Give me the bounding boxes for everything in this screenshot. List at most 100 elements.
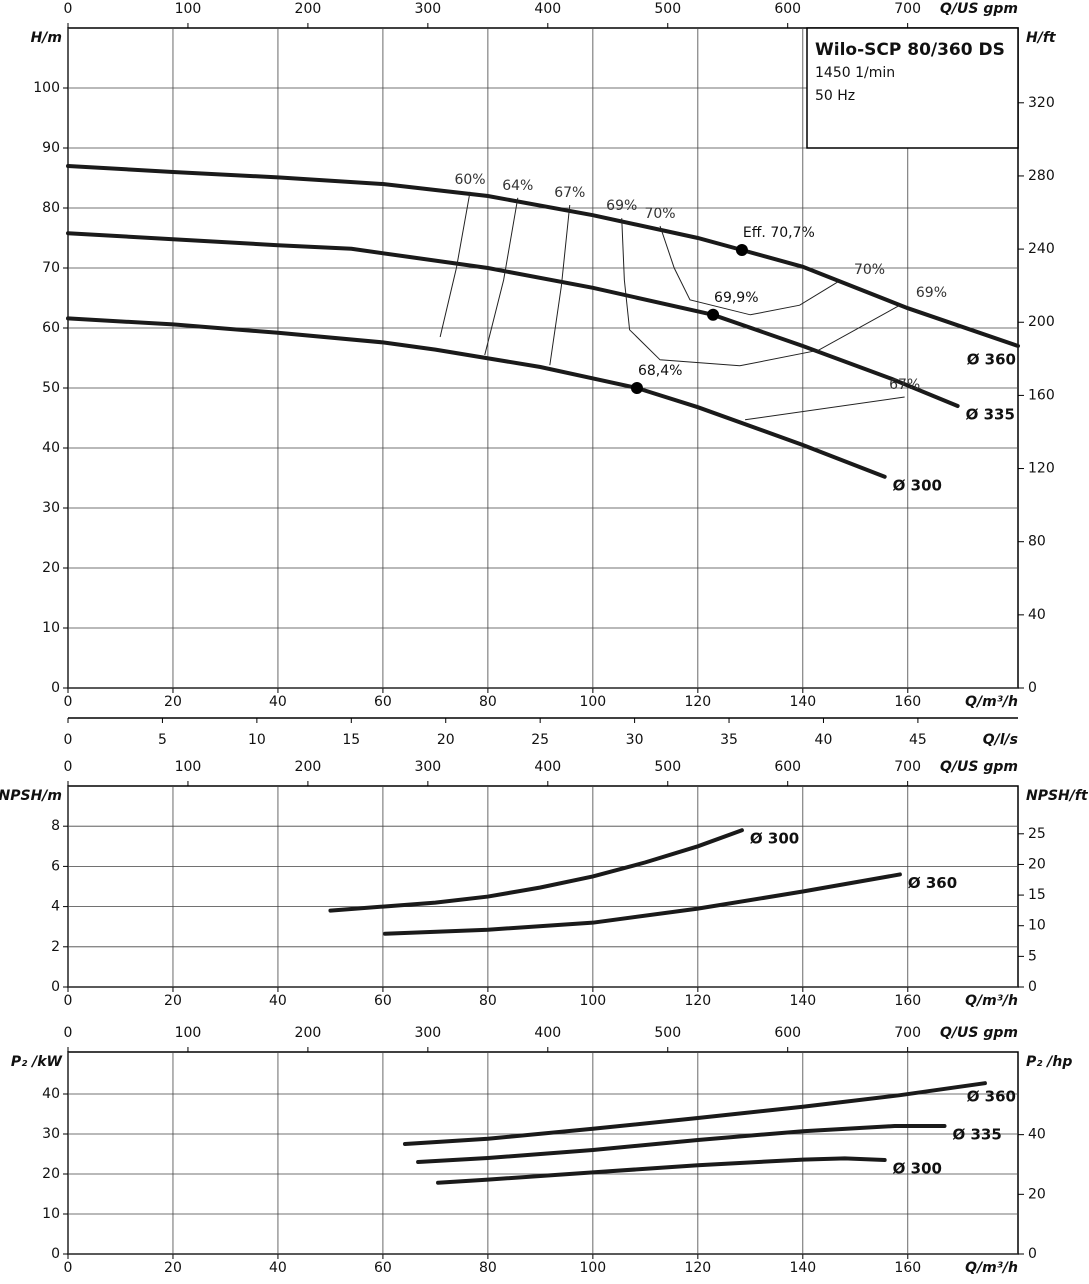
y-tick-label: 10 xyxy=(42,1206,60,1222)
y-axis-label: H/m xyxy=(31,30,62,46)
series-label: Ø 360 xyxy=(967,1088,1016,1106)
x3-tick-label: 5 xyxy=(158,732,167,748)
x2-tick-label: 100 xyxy=(175,1,202,17)
x2-tick-label: 500 xyxy=(654,759,681,775)
x2-tick-label: 600 xyxy=(774,759,801,775)
point-label: Eff. 70,7% xyxy=(743,225,815,241)
x-tick-label: 80 xyxy=(479,1260,497,1276)
series-label: Ø 335 xyxy=(966,406,1015,424)
x2-tick-label: 400 xyxy=(534,1025,561,1041)
operating-point xyxy=(630,382,643,394)
x-axis-label: Q/m³/h xyxy=(965,694,1018,710)
x2-tick-label: 0 xyxy=(64,1,73,17)
x-tick-label: 20 xyxy=(164,993,182,1009)
y2-tick-label: 40 xyxy=(1028,1127,1046,1143)
y2-tick-label: 280 xyxy=(1028,168,1055,184)
efficiency-line xyxy=(439,191,471,338)
y-tick-label: 80 xyxy=(42,200,60,216)
y-tick-label: 8 xyxy=(51,818,60,834)
x-tick-label: 160 xyxy=(894,1260,921,1276)
y2-tick-label: 200 xyxy=(1028,314,1055,330)
efficiency-label: 67% xyxy=(889,377,920,393)
y-axis-label: P₂ /kW xyxy=(11,1054,63,1070)
series-label: Ø 300 xyxy=(893,476,942,494)
x2-axis-label: Q/US gpm xyxy=(940,1025,1018,1041)
x-tick-label: 0 xyxy=(64,1260,73,1276)
x-tick-label: 20 xyxy=(164,694,182,710)
x2-tick-label: 200 xyxy=(295,1,322,17)
x-tick-label: 100 xyxy=(579,694,606,710)
series-label: Ø 360 xyxy=(908,874,957,892)
point-label: 69,9% xyxy=(714,290,758,306)
x-tick-label: 60 xyxy=(374,993,392,1009)
x-tick-label: 40 xyxy=(269,1260,287,1276)
y2-tick-label: 320 xyxy=(1028,95,1055,111)
x3-tick-label: 45 xyxy=(909,732,927,748)
x2-tick-label: 400 xyxy=(534,759,561,775)
y-tick-label: 40 xyxy=(42,440,60,456)
y2-tick-label: 15 xyxy=(1028,887,1046,903)
y2-tick-label: 120 xyxy=(1028,461,1055,477)
y2-tick-label: 0 xyxy=(1028,680,1037,696)
y2-tick-label: 160 xyxy=(1028,387,1055,403)
x2-tick-label: 100 xyxy=(175,759,202,775)
x2-tick-label: 700 xyxy=(894,759,921,775)
y2-tick-label: 40 xyxy=(1028,607,1046,623)
y2-tick-label: 20 xyxy=(1028,856,1046,872)
series-label: Ø 335 xyxy=(953,1126,1002,1144)
y-tick-label: 0 xyxy=(51,680,60,696)
x-tick-label: 160 xyxy=(894,694,921,710)
y-tick-label: 6 xyxy=(51,858,60,874)
series-line xyxy=(383,872,902,936)
y-tick-label: 30 xyxy=(42,1126,60,1142)
y2-tick-label: 10 xyxy=(1028,918,1046,934)
series-line xyxy=(66,231,960,408)
x2-tick-label: 100 xyxy=(175,1025,202,1041)
series-line xyxy=(66,164,1020,348)
x3-tick-label: 15 xyxy=(342,732,360,748)
y-tick-label: 2 xyxy=(51,939,60,955)
subtitle: 50 Hz xyxy=(815,88,855,104)
efficiency-line xyxy=(745,396,905,421)
x-tick-label: 140 xyxy=(789,694,816,710)
y-tick-label: 100 xyxy=(33,80,60,96)
x2-tick-label: 600 xyxy=(774,1025,801,1041)
x-tick-label: 60 xyxy=(374,1260,392,1276)
x-tick-label: 40 xyxy=(269,993,287,1009)
series-label: Ø 300 xyxy=(750,830,799,848)
series-line xyxy=(328,828,744,913)
x-tick-label: 0 xyxy=(64,993,73,1009)
x-tick-label: 120 xyxy=(684,993,711,1009)
y2-axis-label: P₂ /hp xyxy=(1026,1054,1072,1070)
efficiency-label: 69% xyxy=(916,285,947,301)
efficiency-label: 67% xyxy=(554,185,585,201)
x2-axis-label: Q/US gpm xyxy=(940,1,1018,17)
x3-tick-label: 30 xyxy=(626,732,644,748)
efficiency-label: 69% xyxy=(606,198,637,214)
x3-tick-label: 0 xyxy=(64,732,73,748)
x3-axis-label: Q/l/s xyxy=(983,732,1018,748)
x2-tick-label: 600 xyxy=(774,1,801,17)
y-tick-label: 4 xyxy=(51,899,60,915)
x-axis-label: Q/m³/h xyxy=(965,1260,1018,1276)
x-axis-label: Q/m³/h xyxy=(965,993,1018,1009)
operating-point xyxy=(735,244,748,256)
efficiency-line xyxy=(484,197,519,356)
y-tick-label: 20 xyxy=(42,1166,60,1182)
y-tick-label: 50 xyxy=(42,380,60,396)
x2-tick-label: 400 xyxy=(534,1,561,17)
x2-tick-label: 300 xyxy=(414,1,441,17)
x3-tick-label: 25 xyxy=(531,732,549,748)
x2-tick-label: 700 xyxy=(894,1,921,17)
x3-tick-label: 20 xyxy=(437,732,455,748)
y2-tick-label: 0 xyxy=(1028,1246,1037,1262)
y2-tick-label: 0 xyxy=(1028,979,1037,995)
x2-tick-label: 500 xyxy=(654,1025,681,1041)
y2-axis-label: NPSH/ft xyxy=(1026,788,1089,804)
x-tick-label: 120 xyxy=(684,694,711,710)
x-tick-label: 100 xyxy=(579,993,606,1009)
efficiency-line xyxy=(621,218,901,367)
x-tick-label: 100 xyxy=(579,1260,606,1276)
efficiency-label: 70% xyxy=(644,206,675,222)
